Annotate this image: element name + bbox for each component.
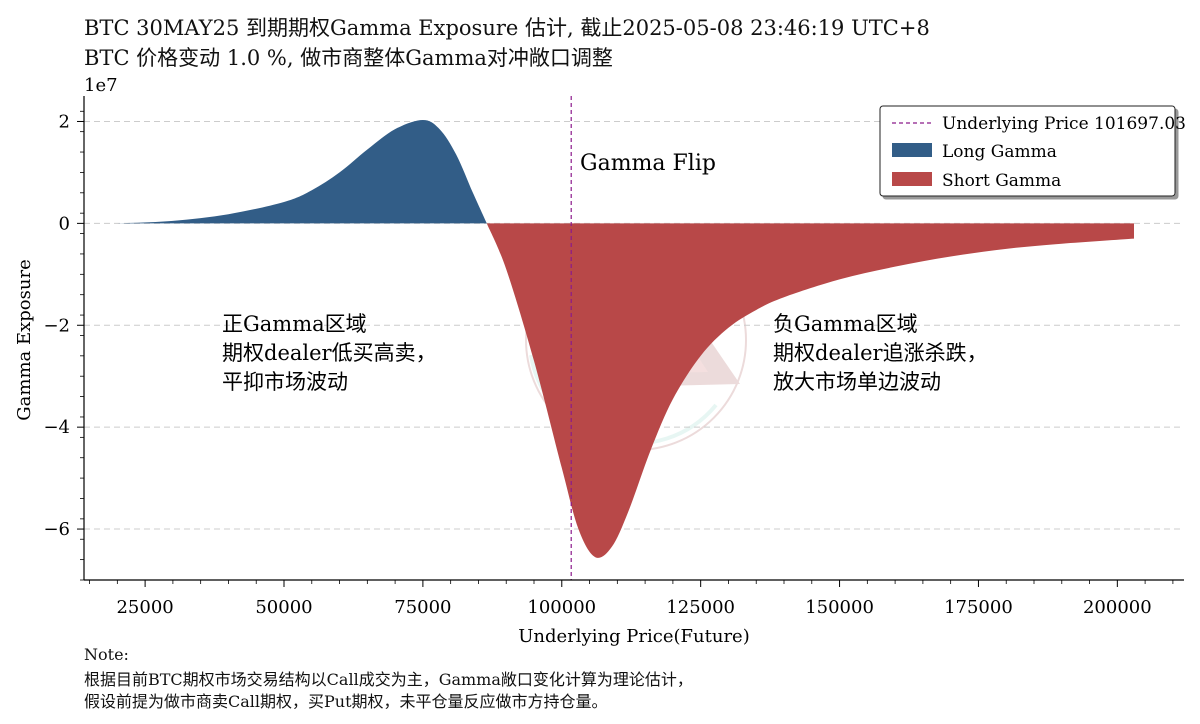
x-tick-label: 125000 <box>666 597 735 618</box>
legend-long-label: Long Gamma <box>942 142 1057 162</box>
legend-short-label: Short Gamma <box>942 171 1061 191</box>
negative-zone-title: 负Gamma区域 <box>773 312 918 336</box>
x-tick-label: 50000 <box>255 597 312 618</box>
x-tick-label: 25000 <box>116 597 173 618</box>
y-scale-label: 1e7 <box>84 75 118 96</box>
positive-zone-line-1: 期权dealer低买高卖， <box>222 341 437 365</box>
chart-title-line-1: BTC 30MAY25 到期期权Gamma Exposure 估计, 截止202… <box>84 16 930 40</box>
legend-short-swatch <box>892 172 932 186</box>
note-heading: Note: <box>84 645 129 664</box>
short-gamma-area <box>486 223 1134 558</box>
positive-zone-line-2: 平抑市场波动 <box>222 370 348 394</box>
x-tick-label: 100000 <box>527 597 596 618</box>
plot-areas <box>117 96 1134 580</box>
long-gamma-area <box>117 119 487 224</box>
legend: Underlying Price 101697.03 Long Gamma Sh… <box>879 105 1186 197</box>
x-tick-label: 75000 <box>394 597 451 618</box>
y-tick-label: −4 <box>43 417 70 438</box>
x-tick-label: 200000 <box>1083 597 1152 618</box>
chart-title-line-2: BTC 价格变动 1.0 %, 做市商整体Gamma对冲敞口调整 <box>84 46 613 70</box>
legend-long-swatch <box>892 143 932 157</box>
negative-zone-line-2: 放大市场单边波动 <box>773 370 941 394</box>
note-line-2: 假设前提为做市商卖Call期权，买Put期权，未平仓量反应做市方持仓量。 <box>84 692 608 711</box>
positive-zone-title: 正Gamma区域 <box>222 312 367 336</box>
y-tick-label: −2 <box>43 315 70 336</box>
y-tick-label: 0 <box>59 213 70 234</box>
gamma-flip-label: Gamma Flip <box>580 151 716 176</box>
negative-zone-line-1: 期权dealer追涨杀跌， <box>773 341 988 365</box>
y-tick-label: 2 <box>59 111 70 132</box>
y-axis-label: Gamma Exposure <box>14 259 35 420</box>
axes <box>83 96 1184 581</box>
note-line-1: 根据目前BTC期权市场交易结构以Call成交为主，Gamma敞口变化计算为理论估… <box>84 670 693 689</box>
tick-marks: 25000 50000 75000 100000 125000 150000 175000 2… <box>43 110 1174 618</box>
x-tick-label: 175000 <box>944 597 1013 618</box>
annotations: Gamma Flip 正Gamma区域 期权dealer低买高卖， 平抑市场波动… <box>222 151 988 394</box>
x-tick-label: 150000 <box>805 597 874 618</box>
legend-underlying-label: Underlying Price 101697.03 <box>942 114 1186 134</box>
y-tick-label: −6 <box>43 519 70 540</box>
x-axis-label: Underlying Price(Future) <box>518 626 749 647</box>
legend-box <box>879 105 1176 197</box>
